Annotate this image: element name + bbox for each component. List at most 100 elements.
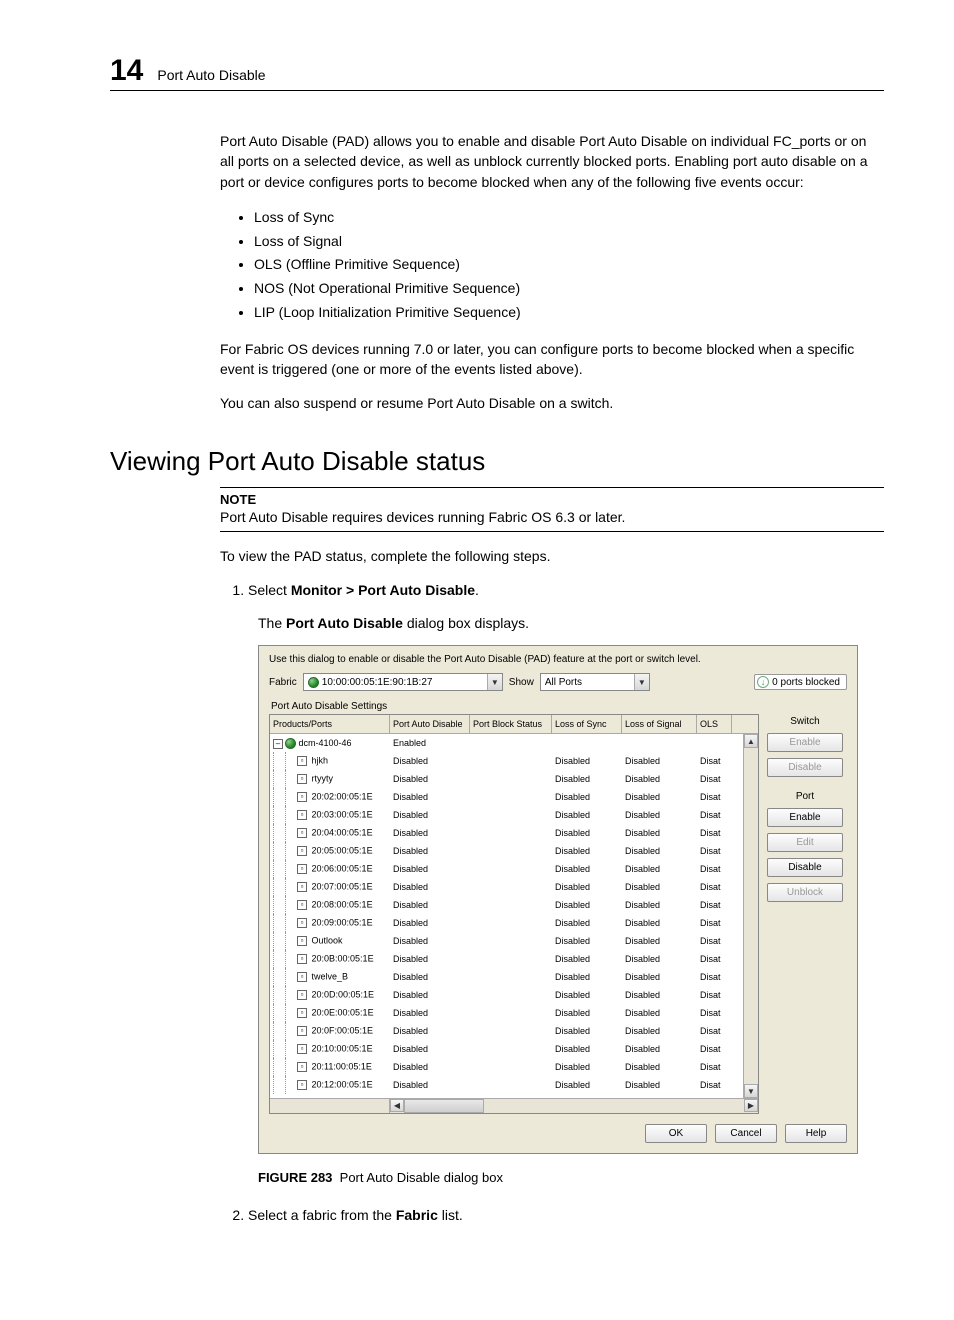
grid-row[interactable]: ▫ 20:06:00:05:1EDisabledDisabledDisabled…: [270, 860, 743, 878]
row-pad: Disabled: [390, 972, 470, 982]
row-pad: Disabled: [390, 900, 470, 910]
switch-disable-button[interactable]: Disable: [767, 758, 843, 777]
row-loss-signal: Disabled: [622, 828, 697, 838]
port-icon: ▫: [297, 990, 307, 1000]
grid-row[interactable]: ▫ 20:12:00:05:1EDisabledDisabledDisabled…: [270, 1076, 743, 1094]
grid-row[interactable]: ▫ hjkhDisabledDisabledDisabledDisat: [270, 752, 743, 770]
show-value: All Ports: [545, 677, 582, 688]
row-loss-sync: Disabled: [552, 846, 622, 856]
grid-row[interactable]: ▫ 20:08:00:05:1EDisabledDisabledDisabled…: [270, 896, 743, 914]
switch-enable-button[interactable]: Enable: [767, 733, 843, 752]
grid-row[interactable]: ▫ 20:02:00:05:1EDisabledDisabledDisabled…: [270, 788, 743, 806]
row-ols: Disat: [697, 990, 732, 1000]
row-ols: Disat: [697, 918, 732, 928]
row-loss-signal: Disabled: [622, 900, 697, 910]
device-icon: [285, 738, 296, 749]
row-loss-sync: Disabled: [552, 882, 622, 892]
grid-row[interactable]: ▫ 20:10:00:05:1EDisabledDisabledDisabled…: [270, 1040, 743, 1058]
scroll-left-icon[interactable]: ◀: [390, 1099, 404, 1112]
row-loss-signal: Disabled: [622, 756, 697, 766]
grid-row[interactable]: ▫ 20:09:00:05:1EDisabledDisabledDisabled…: [270, 914, 743, 932]
scroll-up-icon[interactable]: ▲: [744, 734, 758, 748]
port-enable-button[interactable]: Enable: [767, 808, 843, 827]
port-unblock-button[interactable]: Unblock: [767, 883, 843, 902]
port-icon: ▫: [297, 810, 307, 820]
row-pad: Disabled: [390, 864, 470, 874]
grid-body[interactable]: – dcm-4100-46 Enabled ▫ hjkhDisabledDisa…: [270, 734, 743, 1098]
grid-row[interactable]: ▫ 20:05:00:05:1EDisabledDisabledDisabled…: [270, 842, 743, 860]
grid-row[interactable]: ▫ 20:04:00:05:1EDisabledDisabledDisabled…: [270, 824, 743, 842]
para-suspend: You can also suspend or resume Port Auto…: [220, 393, 884, 413]
ports-blocked-text: 0 ports blocked: [772, 677, 840, 688]
row-loss-signal: Disabled: [622, 846, 697, 856]
step-1-sub: The Port Auto Disable dialog box display…: [258, 615, 884, 631]
horizontal-scrollbar[interactable]: ◀ ▶: [270, 1098, 758, 1113]
row-loss-sync: Disabled: [552, 972, 622, 982]
grid-row[interactable]: ▫ 20:11:00:05:1EDisabledDisabledDisabled…: [270, 1058, 743, 1076]
row-pad: Disabled: [390, 810, 470, 820]
col-products-ports[interactable]: Products/Ports: [270, 715, 390, 733]
port-icon: ▫: [297, 936, 307, 946]
figure-caption: FIGURE 283 Port Auto Disable dialog box: [258, 1170, 884, 1185]
row-name: 20:04:00:05:1E: [312, 827, 373, 837]
col-block-status[interactable]: Port Block Status: [470, 715, 552, 733]
fabric-label: Fabric: [269, 677, 297, 688]
chevron-down-icon: ▼: [634, 674, 649, 690]
scroll-thumb[interactable]: [404, 1099, 484, 1113]
grid-row[interactable]: ▫ rtyytyDisabledDisabledDisabledDisat: [270, 770, 743, 788]
port-icon: ▫: [297, 774, 307, 784]
grid-row[interactable]: ▫ OutlookDisabledDisabledDisabledDisat: [270, 932, 743, 950]
root-pad: Enabled: [390, 738, 470, 748]
dialog-hint: Use this dialog to enable or disable the…: [269, 654, 847, 665]
col-ols[interactable]: OLS: [697, 715, 732, 733]
row-ols: Disat: [697, 828, 732, 838]
row-loss-sync: Disabled: [552, 792, 622, 802]
port-icon: ▫: [297, 1026, 307, 1036]
note-block: NOTE Port Auto Disable requires devices …: [220, 487, 884, 532]
dialog-buttons: OK Cancel Help: [269, 1124, 847, 1143]
bullet-item: Loss of Signal: [254, 230, 884, 254]
col-pad[interactable]: Port Auto Disable: [390, 715, 470, 733]
row-ols: Disat: [697, 792, 732, 802]
row-pad: Disabled: [390, 846, 470, 856]
scroll-right-icon[interactable]: ▶: [744, 1099, 758, 1112]
port-disable-button[interactable]: Disable: [767, 858, 843, 877]
chevron-down-icon: ▼: [487, 674, 502, 690]
col-loss-signal[interactable]: Loss of Signal: [622, 715, 697, 733]
row-loss-sync: Disabled: [552, 900, 622, 910]
chapter-number: 14: [110, 54, 143, 88]
row-pad: Disabled: [390, 954, 470, 964]
settings-grid[interactable]: Products/Ports Port Auto Disable Port Bl…: [269, 714, 759, 1114]
grid-row[interactable]: ▫ 20:0E:00:05:1EDisabledDisabledDisabled…: [270, 1004, 743, 1022]
grid-row[interactable]: ▫ 20:0B:00:05:1EDisabledDisabledDisabled…: [270, 950, 743, 968]
grid-row[interactable]: ▫ 20:0D:00:05:1EDisabledDisabledDisabled…: [270, 986, 743, 1004]
ok-button[interactable]: OK: [645, 1124, 707, 1143]
help-button[interactable]: Help: [785, 1124, 847, 1143]
scroll-down-icon[interactable]: ▼: [744, 1084, 758, 1098]
row-name: twelve_B: [312, 971, 349, 981]
root-name: dcm-4100-46: [299, 738, 352, 748]
vertical-scrollbar[interactable]: ▲ ▼: [743, 734, 758, 1098]
row-loss-signal: Disabled: [622, 864, 697, 874]
col-loss-sync[interactable]: Loss of Sync: [552, 715, 622, 733]
cancel-button[interactable]: Cancel: [715, 1124, 777, 1143]
row-pad: Disabled: [390, 1044, 470, 1054]
grid-row[interactable]: ▫ 20:0F:00:05:1EDisabledDisabledDisabled…: [270, 1022, 743, 1040]
port-icon: ▫: [297, 846, 307, 856]
row-loss-sync: Disabled: [552, 1044, 622, 1054]
grid-row[interactable]: ▫ 20:07:00:05:1EDisabledDisabledDisabled…: [270, 878, 743, 896]
row-name: 20:12:00:05:1E: [312, 1079, 373, 1089]
row-ols: Disat: [697, 1008, 732, 1018]
collapse-icon[interactable]: –: [273, 739, 283, 749]
grid-row[interactable]: ▫ twelve_BDisabledDisabledDisabledDisat: [270, 968, 743, 986]
grid-root-row[interactable]: – dcm-4100-46 Enabled: [270, 734, 743, 752]
status-icon: ↓: [757, 676, 769, 688]
port-icon: ▫: [297, 918, 307, 928]
port-edit-button[interactable]: Edit: [767, 833, 843, 852]
port-icon: ▫: [297, 954, 307, 964]
grid-row[interactable]: ▫ 20:03:00:05:1EDisabledDisabledDisabled…: [270, 806, 743, 824]
grid-header: Products/Ports Port Auto Disable Port Bl…: [270, 715, 758, 734]
fabric-combo[interactable]: 10:00:00:05:1E:90:1B:27 ▼: [303, 673, 503, 691]
show-combo[interactable]: All Ports ▼: [540, 673, 650, 691]
row-loss-signal: Disabled: [622, 990, 697, 1000]
